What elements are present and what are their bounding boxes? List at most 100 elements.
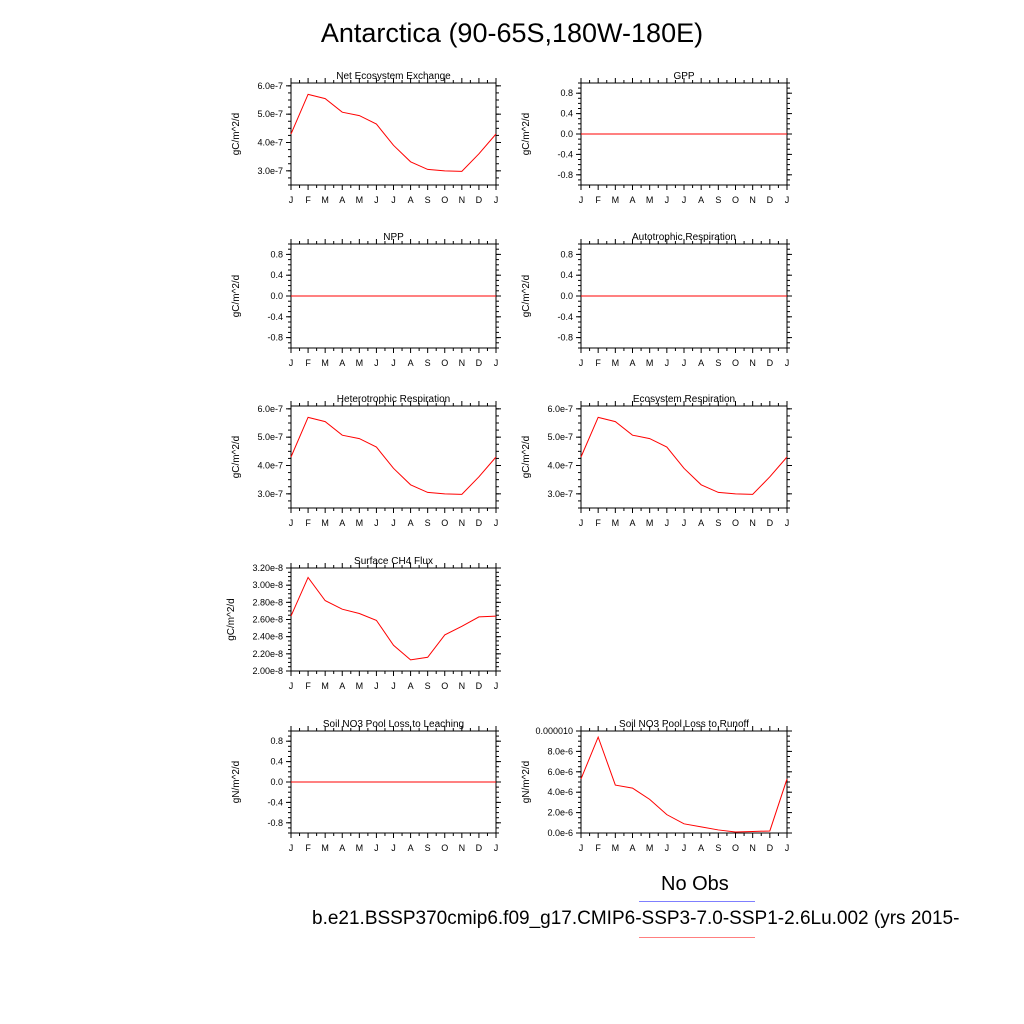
series-line-1 bbox=[290, 416, 497, 495]
x-tick-label: J bbox=[579, 843, 584, 853]
x-tick-label: J bbox=[785, 195, 790, 205]
panel-title: Ecosystem Respiration bbox=[633, 394, 735, 405]
x-tick-label: S bbox=[425, 358, 431, 368]
x-tick-label: M bbox=[356, 518, 364, 528]
y-tick-label: 4.0e-6 bbox=[547, 787, 573, 797]
x-tick-label: A bbox=[698, 358, 704, 368]
x-tick-label: F bbox=[305, 358, 311, 368]
x-tick-label: D bbox=[476, 518, 483, 528]
x-tick-label: A bbox=[698, 843, 704, 853]
x-tick-label: D bbox=[476, 681, 483, 691]
plot-frame bbox=[290, 82, 497, 186]
y-tick-label: 2.20e-8 bbox=[252, 649, 283, 659]
x-tick-label: J bbox=[289, 681, 294, 691]
y-tick-label: 6.0e-7 bbox=[257, 404, 283, 414]
panel-title: Soil NO3 Pool Loss to Runoff bbox=[619, 719, 749, 730]
panel-title: Net Ecosystem Exchange bbox=[336, 71, 451, 82]
y-tick-label: 0.0 bbox=[560, 291, 573, 301]
x-tick-label: M bbox=[321, 681, 329, 691]
y-tick-label: 0.0 bbox=[270, 777, 283, 787]
x-tick-label: N bbox=[749, 518, 756, 528]
x-tick-label: N bbox=[459, 681, 466, 691]
x-tick-label: J bbox=[391, 195, 396, 205]
y-tick-label: -0.8 bbox=[267, 818, 283, 828]
x-tick-label: O bbox=[441, 358, 448, 368]
x-tick-label: J bbox=[665, 843, 670, 853]
x-tick-label: D bbox=[767, 518, 774, 528]
x-tick-label: N bbox=[749, 358, 756, 368]
x-tick-label: J bbox=[374, 843, 379, 853]
x-tick-label: J bbox=[785, 843, 790, 853]
x-tick-label: O bbox=[732, 358, 739, 368]
x-tick-label: N bbox=[459, 843, 466, 853]
x-tick-label: N bbox=[459, 358, 466, 368]
x-tick-label: A bbox=[408, 681, 414, 691]
page-title: Antarctica (90-65S,180W-180E) bbox=[320, 18, 704, 48]
y-tick-label: 8.0e-6 bbox=[547, 746, 573, 756]
series-line-1 bbox=[290, 93, 497, 172]
y-axis-label: gN/m^2/d bbox=[521, 761, 532, 804]
x-tick-label: M bbox=[612, 843, 620, 853]
x-tick-label: M bbox=[321, 195, 329, 205]
x-tick-label: F bbox=[595, 195, 601, 205]
x-tick-label: J bbox=[785, 518, 790, 528]
x-tick-label: A bbox=[629, 358, 635, 368]
x-tick-label: F bbox=[305, 681, 311, 691]
x-tick-label: F bbox=[595, 518, 601, 528]
x-tick-label: D bbox=[476, 195, 483, 205]
x-tick-label: A bbox=[408, 843, 414, 853]
x-tick-label: M bbox=[646, 518, 654, 528]
panel-title: Soil NO3 Pool Loss to Leaching bbox=[323, 719, 464, 730]
x-tick-label: F bbox=[595, 843, 601, 853]
x-tick-label: M bbox=[356, 358, 364, 368]
x-tick-label: J bbox=[374, 358, 379, 368]
x-tick-label: J bbox=[579, 195, 584, 205]
x-tick-label: O bbox=[441, 195, 448, 205]
y-tick-label: -0.4 bbox=[267, 797, 283, 807]
x-tick-label: J bbox=[289, 843, 294, 853]
x-tick-label: N bbox=[749, 843, 756, 853]
x-tick-label: J bbox=[579, 358, 584, 368]
x-tick-label: M bbox=[646, 195, 654, 205]
x-tick-label: F bbox=[305, 518, 311, 528]
panel-title: Heterotrophic Respiration bbox=[337, 394, 450, 405]
y-tick-label: 4.0e-7 bbox=[257, 461, 283, 471]
y-tick-label: 0.8 bbox=[560, 88, 573, 98]
x-tick-label: S bbox=[715, 358, 721, 368]
x-tick-label: D bbox=[767, 195, 774, 205]
y-tick-label: -0.8 bbox=[557, 170, 573, 180]
x-tick-label: J bbox=[391, 518, 396, 528]
x-tick-label: J bbox=[665, 518, 670, 528]
x-tick-label: J bbox=[374, 681, 379, 691]
x-tick-label: D bbox=[767, 843, 774, 853]
x-tick-label: S bbox=[715, 518, 721, 528]
y-tick-label: -0.4 bbox=[267, 312, 283, 322]
x-tick-label: J bbox=[391, 843, 396, 853]
x-tick-label: A bbox=[339, 518, 345, 528]
y-tick-label: 0.0e-6 bbox=[547, 828, 573, 838]
x-tick-label: A bbox=[339, 681, 345, 691]
y-tick-label: 0.8 bbox=[560, 249, 573, 259]
plot-frame bbox=[290, 567, 497, 672]
x-tick-label: D bbox=[476, 358, 483, 368]
plot-frame bbox=[290, 405, 497, 509]
y-tick-label: 4.0e-7 bbox=[547, 461, 573, 471]
x-tick-label: J bbox=[374, 518, 379, 528]
x-tick-label: A bbox=[408, 518, 414, 528]
x-tick-label: M bbox=[321, 843, 329, 853]
legend-case-label: b.e21.BSSP370cmip6.f09_g17.CMIP6-SSP3-7.… bbox=[312, 908, 960, 929]
x-tick-label: M bbox=[356, 195, 364, 205]
y-tick-label: 6.0e-7 bbox=[257, 81, 283, 91]
x-tick-label: J bbox=[374, 195, 379, 205]
y-tick-label: 0.8 bbox=[270, 249, 283, 259]
x-tick-label: O bbox=[441, 843, 448, 853]
y-tick-label: 0.8 bbox=[270, 736, 283, 746]
y-tick-label: 5.0e-7 bbox=[547, 432, 573, 442]
x-tick-label: J bbox=[494, 518, 499, 528]
x-tick-label: M bbox=[646, 843, 654, 853]
y-tick-label: 0.4 bbox=[560, 270, 573, 280]
x-tick-label: J bbox=[289, 358, 294, 368]
y-tick-label: 6.0e-6 bbox=[547, 767, 573, 777]
